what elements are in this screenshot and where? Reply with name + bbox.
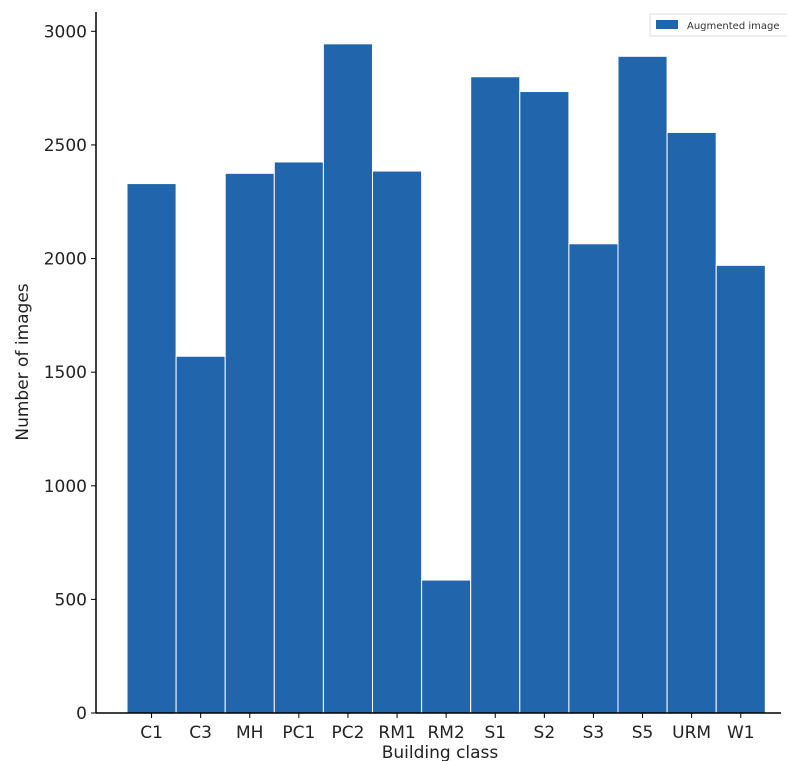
bar-pc1 bbox=[273, 161, 324, 714]
x-tick-label: S3 bbox=[583, 723, 605, 743]
y-tick-label: 500 bbox=[55, 590, 87, 610]
bar-urm bbox=[666, 131, 717, 714]
legend-label: Augmented image bbox=[687, 21, 780, 32]
bar-pc2 bbox=[322, 43, 373, 714]
x-tick-label: C3 bbox=[189, 723, 212, 743]
bar-rm2 bbox=[421, 579, 472, 714]
bar-s3 bbox=[568, 243, 619, 714]
bar-c1 bbox=[126, 183, 177, 714]
bar-mh bbox=[224, 172, 275, 714]
x-tick-label: RM2 bbox=[428, 723, 465, 743]
y-axis-label: Number of images bbox=[13, 283, 33, 440]
x-tick-label: PC1 bbox=[282, 723, 315, 743]
y-tick-label: 2500 bbox=[44, 136, 87, 156]
legend-swatch bbox=[656, 20, 678, 29]
y-tick-label: 2000 bbox=[44, 250, 87, 270]
bar-s2 bbox=[519, 91, 570, 714]
bar-c3 bbox=[175, 355, 226, 714]
bar-rm1 bbox=[372, 170, 423, 714]
y-tick-label: 1000 bbox=[44, 477, 87, 497]
y-tick-label: 1500 bbox=[44, 363, 87, 383]
x-tick-label: W1 bbox=[727, 723, 755, 743]
bar-w1 bbox=[715, 264, 766, 714]
legend: Augmented image bbox=[649, 13, 787, 37]
x-tick-label: C1 bbox=[140, 723, 163, 743]
x-tick-label: URM bbox=[672, 723, 711, 743]
x-tick-label: S2 bbox=[534, 723, 556, 743]
legend-box bbox=[649, 13, 787, 37]
x-ticks-group: C1 C3 MH PC1 PC2 RM1 RM2 S1 S2 S3 S5 URM W1 bbox=[140, 713, 755, 743]
x-tick-label: MH bbox=[236, 723, 263, 743]
x-tick-label: S5 bbox=[632, 723, 654, 743]
y-ticks-group: 0 500 1000 1500 2000 2500 3000 bbox=[44, 22, 96, 724]
x-tick-label: PC2 bbox=[331, 723, 364, 743]
bar-s5 bbox=[617, 55, 668, 714]
bar-s1 bbox=[470, 76, 521, 714]
y-tick-label: 0 bbox=[76, 704, 87, 724]
bars-group bbox=[126, 43, 766, 714]
x-axis-label: Building class bbox=[382, 743, 499, 761]
x-tick-label: RM1 bbox=[378, 723, 415, 743]
axes-group bbox=[95, 12, 781, 714]
x-tick-label: S1 bbox=[484, 723, 506, 743]
y-tick-label: 3000 bbox=[44, 22, 87, 42]
